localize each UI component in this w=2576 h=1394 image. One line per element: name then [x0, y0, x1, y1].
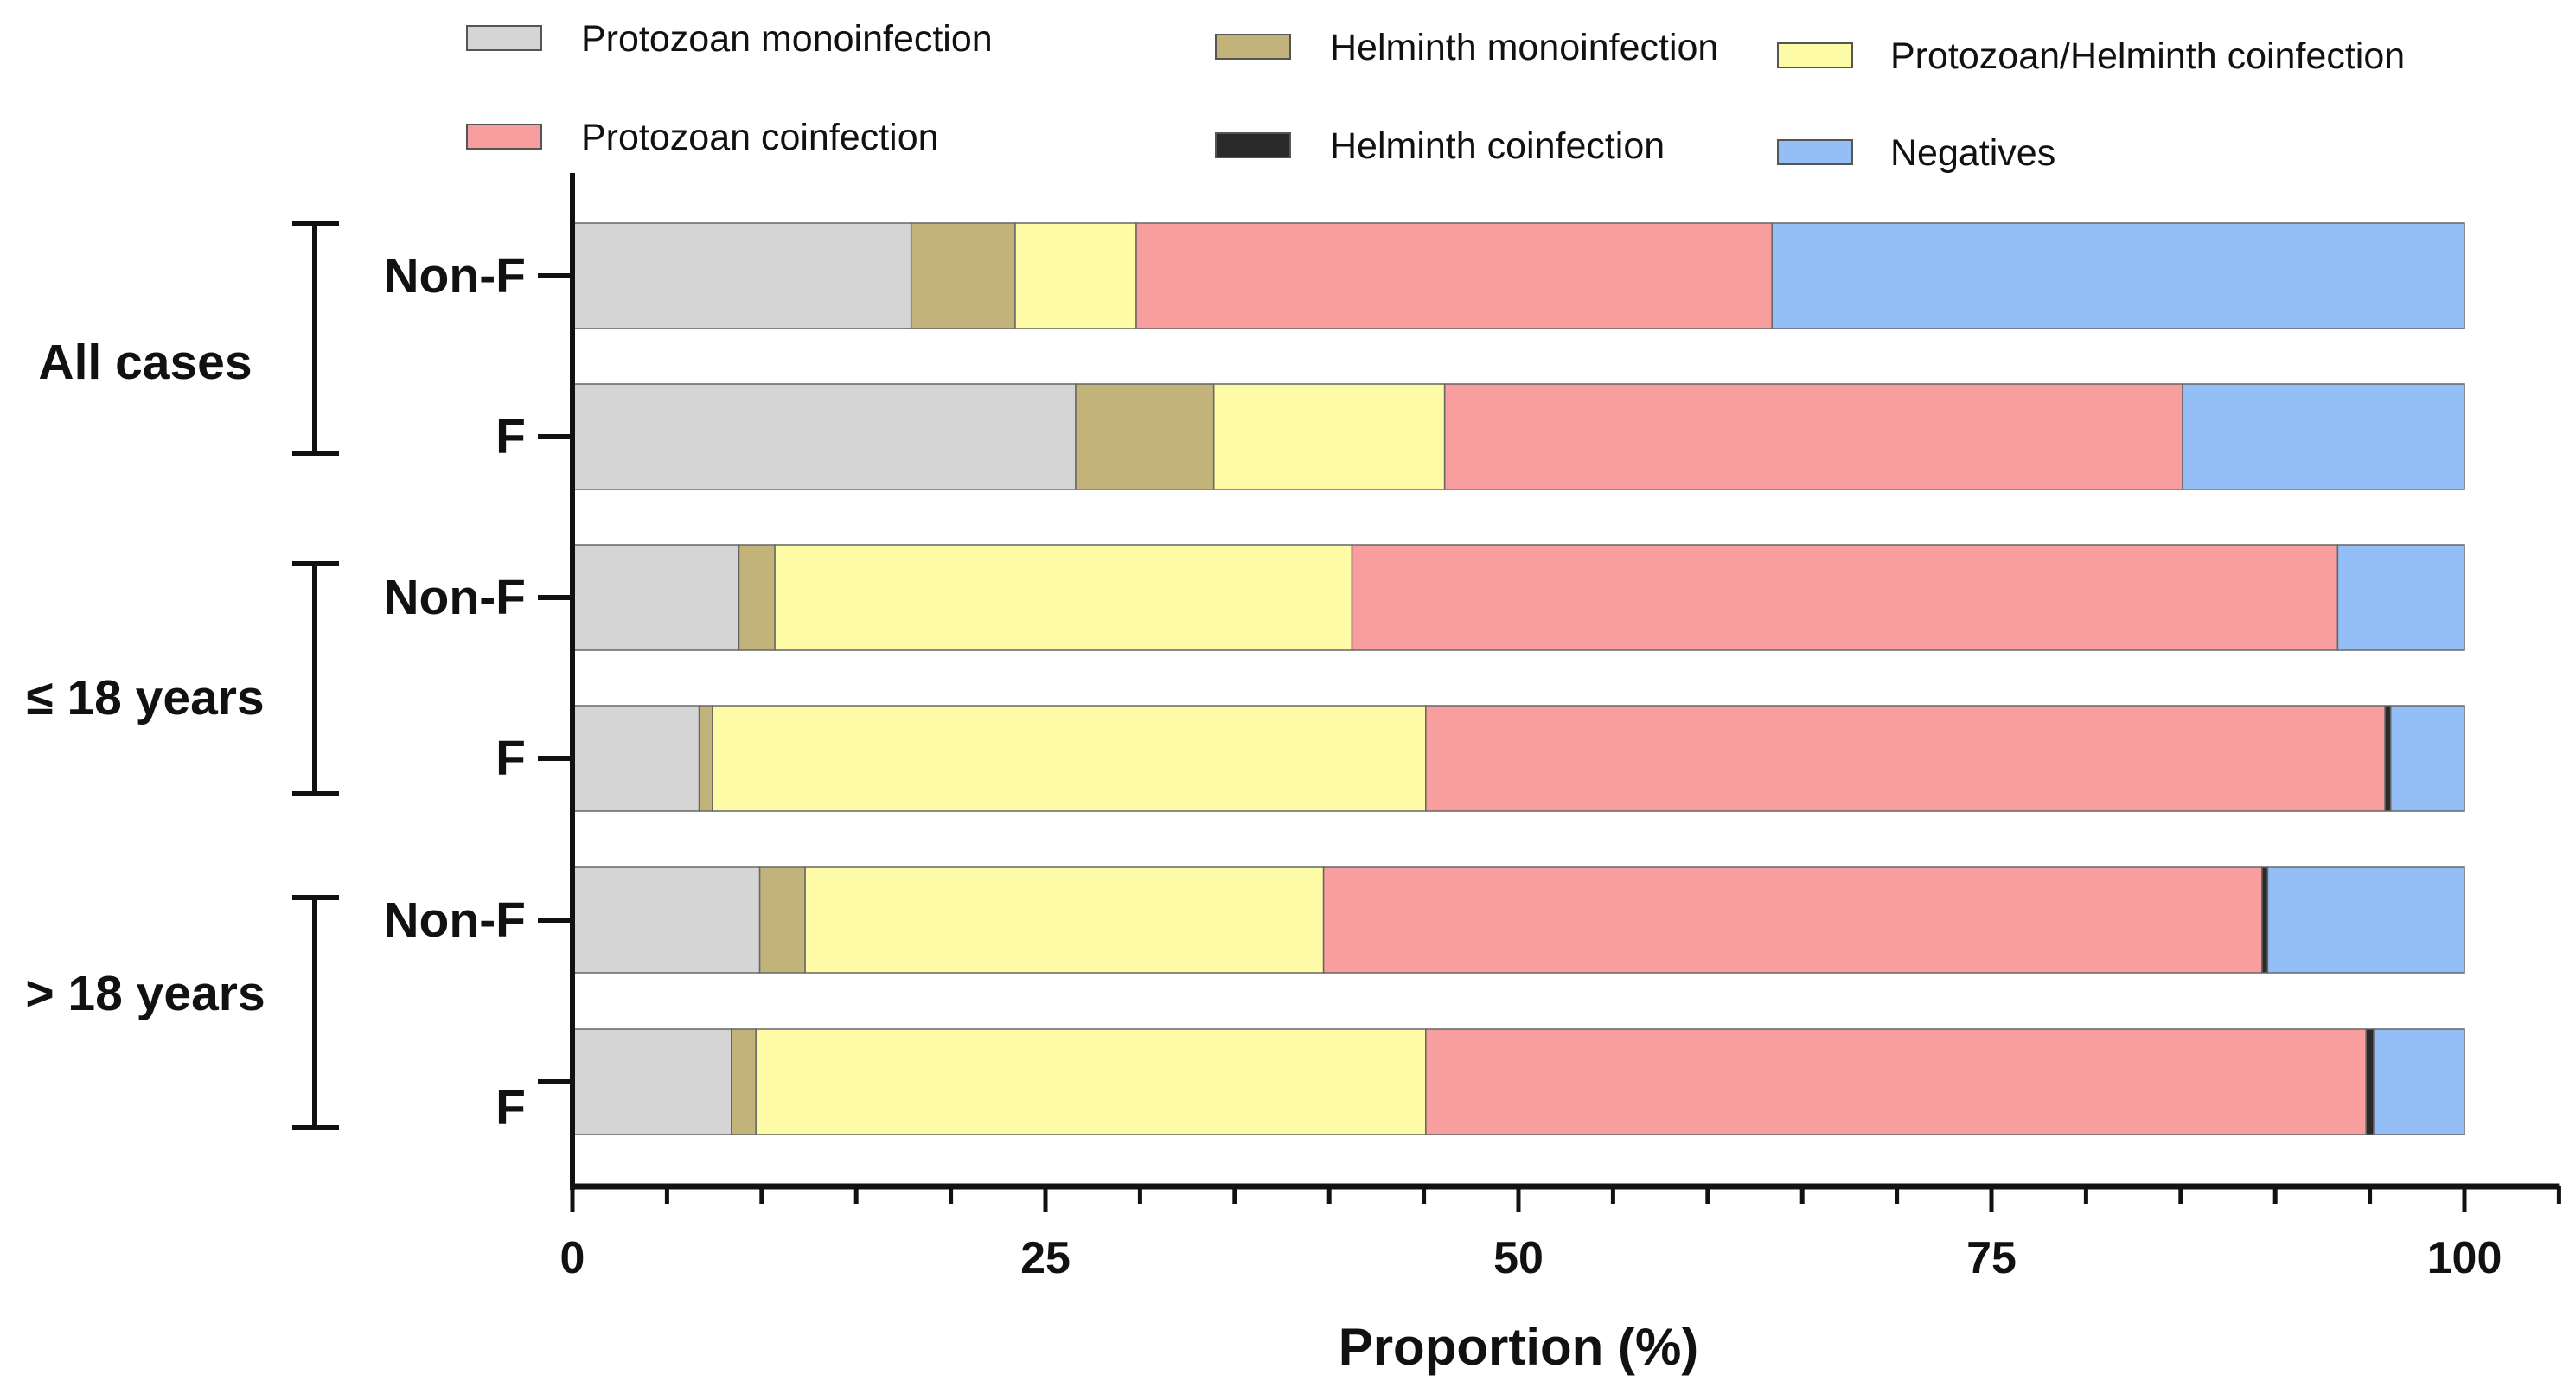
bar-segment — [804, 866, 1325, 974]
legend-swatch-helminth-monoinfection — [1215, 34, 1291, 60]
legend-label-helminth-monoinfection: Helminth monoinfection — [1330, 27, 1718, 68]
bar-segment — [1075, 383, 1215, 490]
bar-segment — [731, 1028, 757, 1135]
bar-segment — [738, 544, 776, 651]
bar-segment — [1425, 1028, 2367, 1135]
bar-segment — [572, 222, 912, 329]
bar-label: Non-F — [383, 892, 526, 948]
bar-segment — [2336, 544, 2465, 651]
bar-segment — [755, 1028, 1427, 1135]
bar-segment — [1351, 544, 2339, 651]
bar-segment — [572, 866, 761, 974]
bar-segment — [2389, 705, 2465, 812]
bar-segment — [712, 705, 1427, 812]
bar-label: Non-F — [383, 570, 526, 625]
legend-swatch-protozoan-coinfection — [466, 124, 542, 150]
bar-segment — [572, 383, 1077, 490]
legend-label-negatives: Negatives — [1890, 132, 2055, 174]
x-tick-label: 50 — [1493, 1233, 1544, 1283]
bar-segment — [1322, 866, 2263, 974]
group-label: All cases — [38, 335, 252, 390]
bar-segment — [1771, 222, 2465, 329]
bar-segment — [910, 222, 1016, 329]
bar-segment — [2373, 1028, 2465, 1135]
x-tick-label: 75 — [1966, 1233, 2017, 1283]
bar-segment — [572, 1028, 732, 1135]
bar-segment — [698, 705, 713, 812]
bar-segment — [1212, 383, 1446, 490]
bar-segment — [1014, 222, 1137, 329]
x-tick-label: 25 — [1020, 1233, 1071, 1283]
x-axis-title: Proportion (%) — [1339, 1318, 1699, 1376]
bar-label: F — [495, 1080, 526, 1135]
bar-segment — [2182, 383, 2465, 490]
bar-segment — [2365, 1028, 2375, 1135]
legend-swatch-protozoan-helminth-coinfection — [1777, 42, 1853, 68]
bar-segment — [2384, 705, 2392, 812]
bar-segment — [2261, 866, 2269, 974]
group-label: ≤ 18 years — [26, 670, 264, 726]
bar-label: Non-F — [383, 248, 526, 304]
bar-label: F — [495, 731, 526, 786]
group-label: > 18 years — [25, 966, 265, 1021]
x-tick-label: 0 — [560, 1233, 585, 1283]
bar-segment — [1425, 705, 2386, 812]
bar-segment — [572, 544, 740, 651]
legend-swatch-protozoan-monoinfection — [466, 25, 542, 51]
bar-segment — [758, 866, 806, 974]
bar-segment — [2266, 866, 2465, 974]
bar-segment — [1135, 222, 1773, 329]
bar-segment — [774, 544, 1353, 651]
legend-swatch-negatives — [1777, 139, 1853, 165]
legend-label-protozoan-monoinfection: Protozoan monoinfection — [581, 18, 993, 60]
legend-label-protozoan-coinfection: Protozoan coinfection — [581, 117, 939, 158]
x-tick-label: 100 — [2427, 1233, 2502, 1283]
bar-segment — [572, 705, 700, 812]
legend-label-protozoan-helminth-coinfection: Protozoan/Helminth coinfection — [1890, 35, 2405, 77]
legend-swatch-helminth-coinfection — [1215, 132, 1291, 158]
bar-label: F — [495, 409, 526, 464]
bar-segment — [1443, 383, 2183, 490]
legend-label-helminth-coinfection: Helminth coinfection — [1330, 125, 1665, 167]
